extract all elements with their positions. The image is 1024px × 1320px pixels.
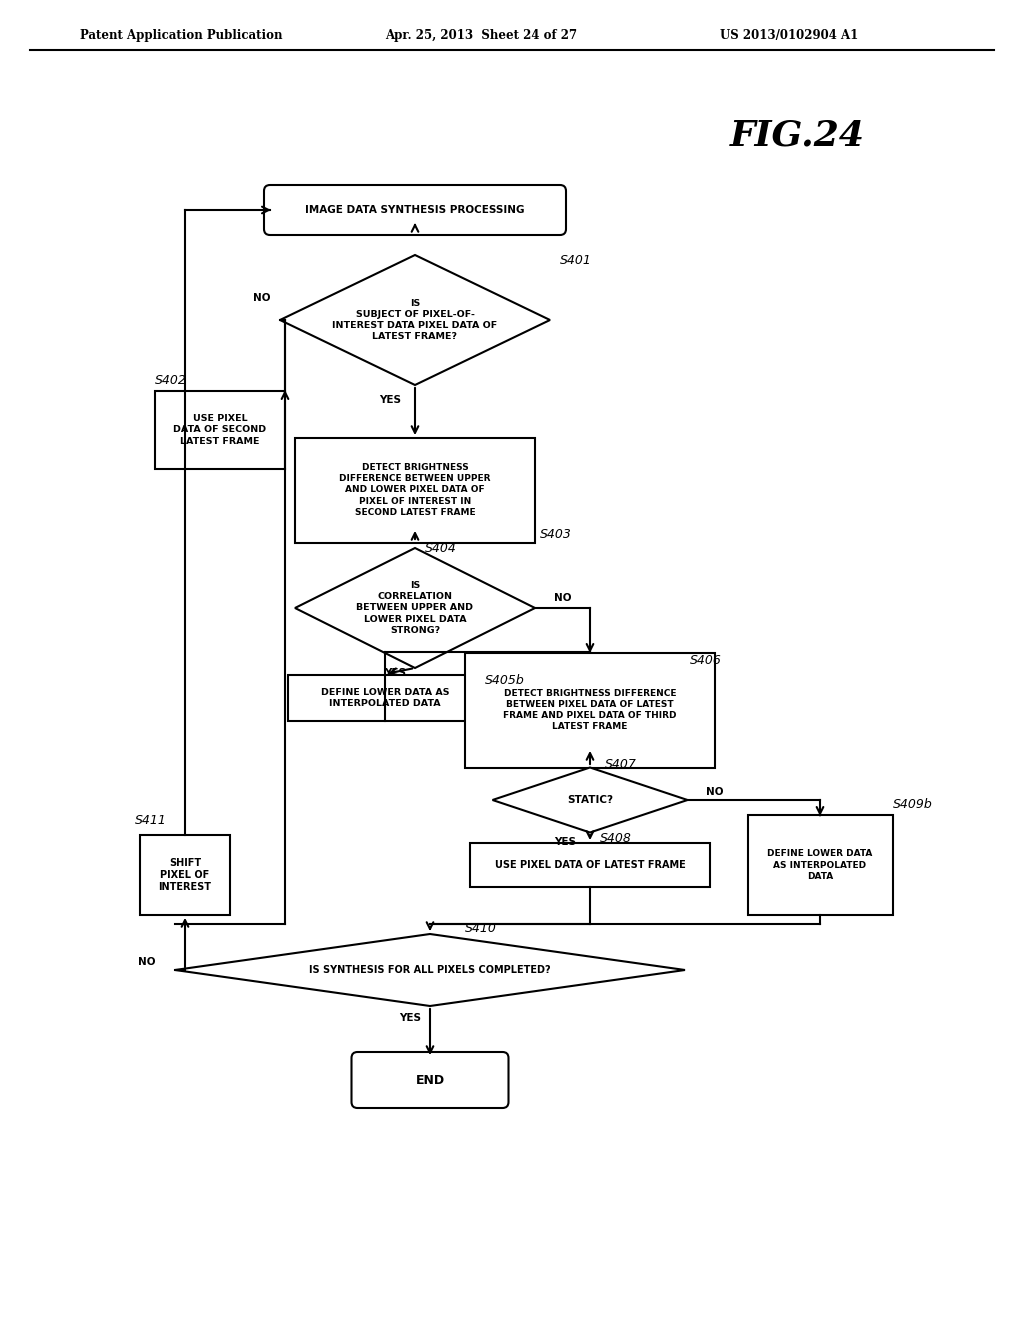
Text: YES: YES [399, 1012, 421, 1023]
Text: YES: YES [384, 668, 406, 678]
Text: END: END [416, 1073, 444, 1086]
Text: S409b: S409b [893, 799, 933, 812]
Text: S405b: S405b [485, 673, 524, 686]
Text: IMAGE DATA SYNTHESIS PROCESSING: IMAGE DATA SYNTHESIS PROCESSING [305, 205, 524, 215]
Bar [465, 652, 715, 767]
Text: S402: S402 [155, 374, 186, 387]
Polygon shape [280, 255, 550, 385]
Text: S403: S403 [540, 528, 571, 541]
Text: NO: NO [707, 787, 724, 797]
Text: S406: S406 [690, 653, 722, 667]
FancyBboxPatch shape [351, 1052, 509, 1107]
Text: YES: YES [554, 837, 575, 847]
Text: IS SYNTHESIS FOR ALL PIXELS COMPLETED?: IS SYNTHESIS FOR ALL PIXELS COMPLETED? [309, 965, 551, 975]
Polygon shape [175, 935, 685, 1006]
Text: USE PIXEL
DATA OF SECOND
LATEST FRAME: USE PIXEL DATA OF SECOND LATEST FRAME [173, 414, 266, 446]
Bar [288, 675, 482, 721]
FancyBboxPatch shape [264, 185, 566, 235]
Text: YES: YES [379, 395, 401, 405]
Text: S404: S404 [425, 541, 457, 554]
Bar [470, 843, 710, 887]
Text: DEFINE LOWER DATA AS
INTERPOLATED DATA: DEFINE LOWER DATA AS INTERPOLATED DATA [321, 688, 450, 708]
Text: FIG.24: FIG.24 [730, 117, 865, 152]
Text: US 2013/0102904 A1: US 2013/0102904 A1 [720, 29, 858, 41]
Bar [295, 437, 535, 543]
Text: IS
SUBJECT OF PIXEL-OF-
INTEREST DATA PIXEL DATA OF
LATEST FRAME?: IS SUBJECT OF PIXEL-OF- INTEREST DATA PI… [333, 298, 498, 341]
Text: NO: NO [554, 593, 571, 603]
Text: STATIC?: STATIC? [567, 795, 613, 805]
Text: DETECT BRIGHTNESS
DIFFERENCE BETWEEN UPPER
AND LOWER PIXEL DATA OF
PIXEL OF INTE: DETECT BRIGHTNESS DIFFERENCE BETWEEN UPP… [339, 463, 490, 516]
Text: S407: S407 [605, 758, 637, 771]
Text: IS
CORRELATION
BETWEEN UPPER AND
LOWER PIXEL DATA
STRONG?: IS CORRELATION BETWEEN UPPER AND LOWER P… [356, 581, 473, 635]
Text: S401: S401 [560, 253, 592, 267]
Text: S410: S410 [465, 921, 497, 935]
Text: DETECT BRIGHTNESS DIFFERENCE
BETWEEN PIXEL DATA OF LATEST
FRAME AND PIXEL DATA O: DETECT BRIGHTNESS DIFFERENCE BETWEEN PIX… [503, 689, 677, 731]
Bar [748, 814, 893, 915]
Polygon shape [493, 767, 687, 833]
Text: Apr. 25, 2013  Sheet 24 of 27: Apr. 25, 2013 Sheet 24 of 27 [385, 29, 578, 41]
Text: NO: NO [138, 957, 156, 968]
Text: USE PIXEL DATA OF LATEST FRAME: USE PIXEL DATA OF LATEST FRAME [495, 861, 685, 870]
Text: SHIFT
PIXEL OF
INTEREST: SHIFT PIXEL OF INTEREST [159, 858, 212, 892]
Text: Patent Application Publication: Patent Application Publication [80, 29, 283, 41]
Bar [155, 391, 285, 469]
Text: DEFINE LOWER DATA
AS INTERPOLATED
DATA: DEFINE LOWER DATA AS INTERPOLATED DATA [767, 849, 872, 880]
Text: NO: NO [253, 293, 270, 304]
Bar [140, 836, 230, 915]
Text: S408: S408 [600, 833, 632, 846]
Polygon shape [295, 548, 535, 668]
Text: S411: S411 [135, 813, 167, 826]
